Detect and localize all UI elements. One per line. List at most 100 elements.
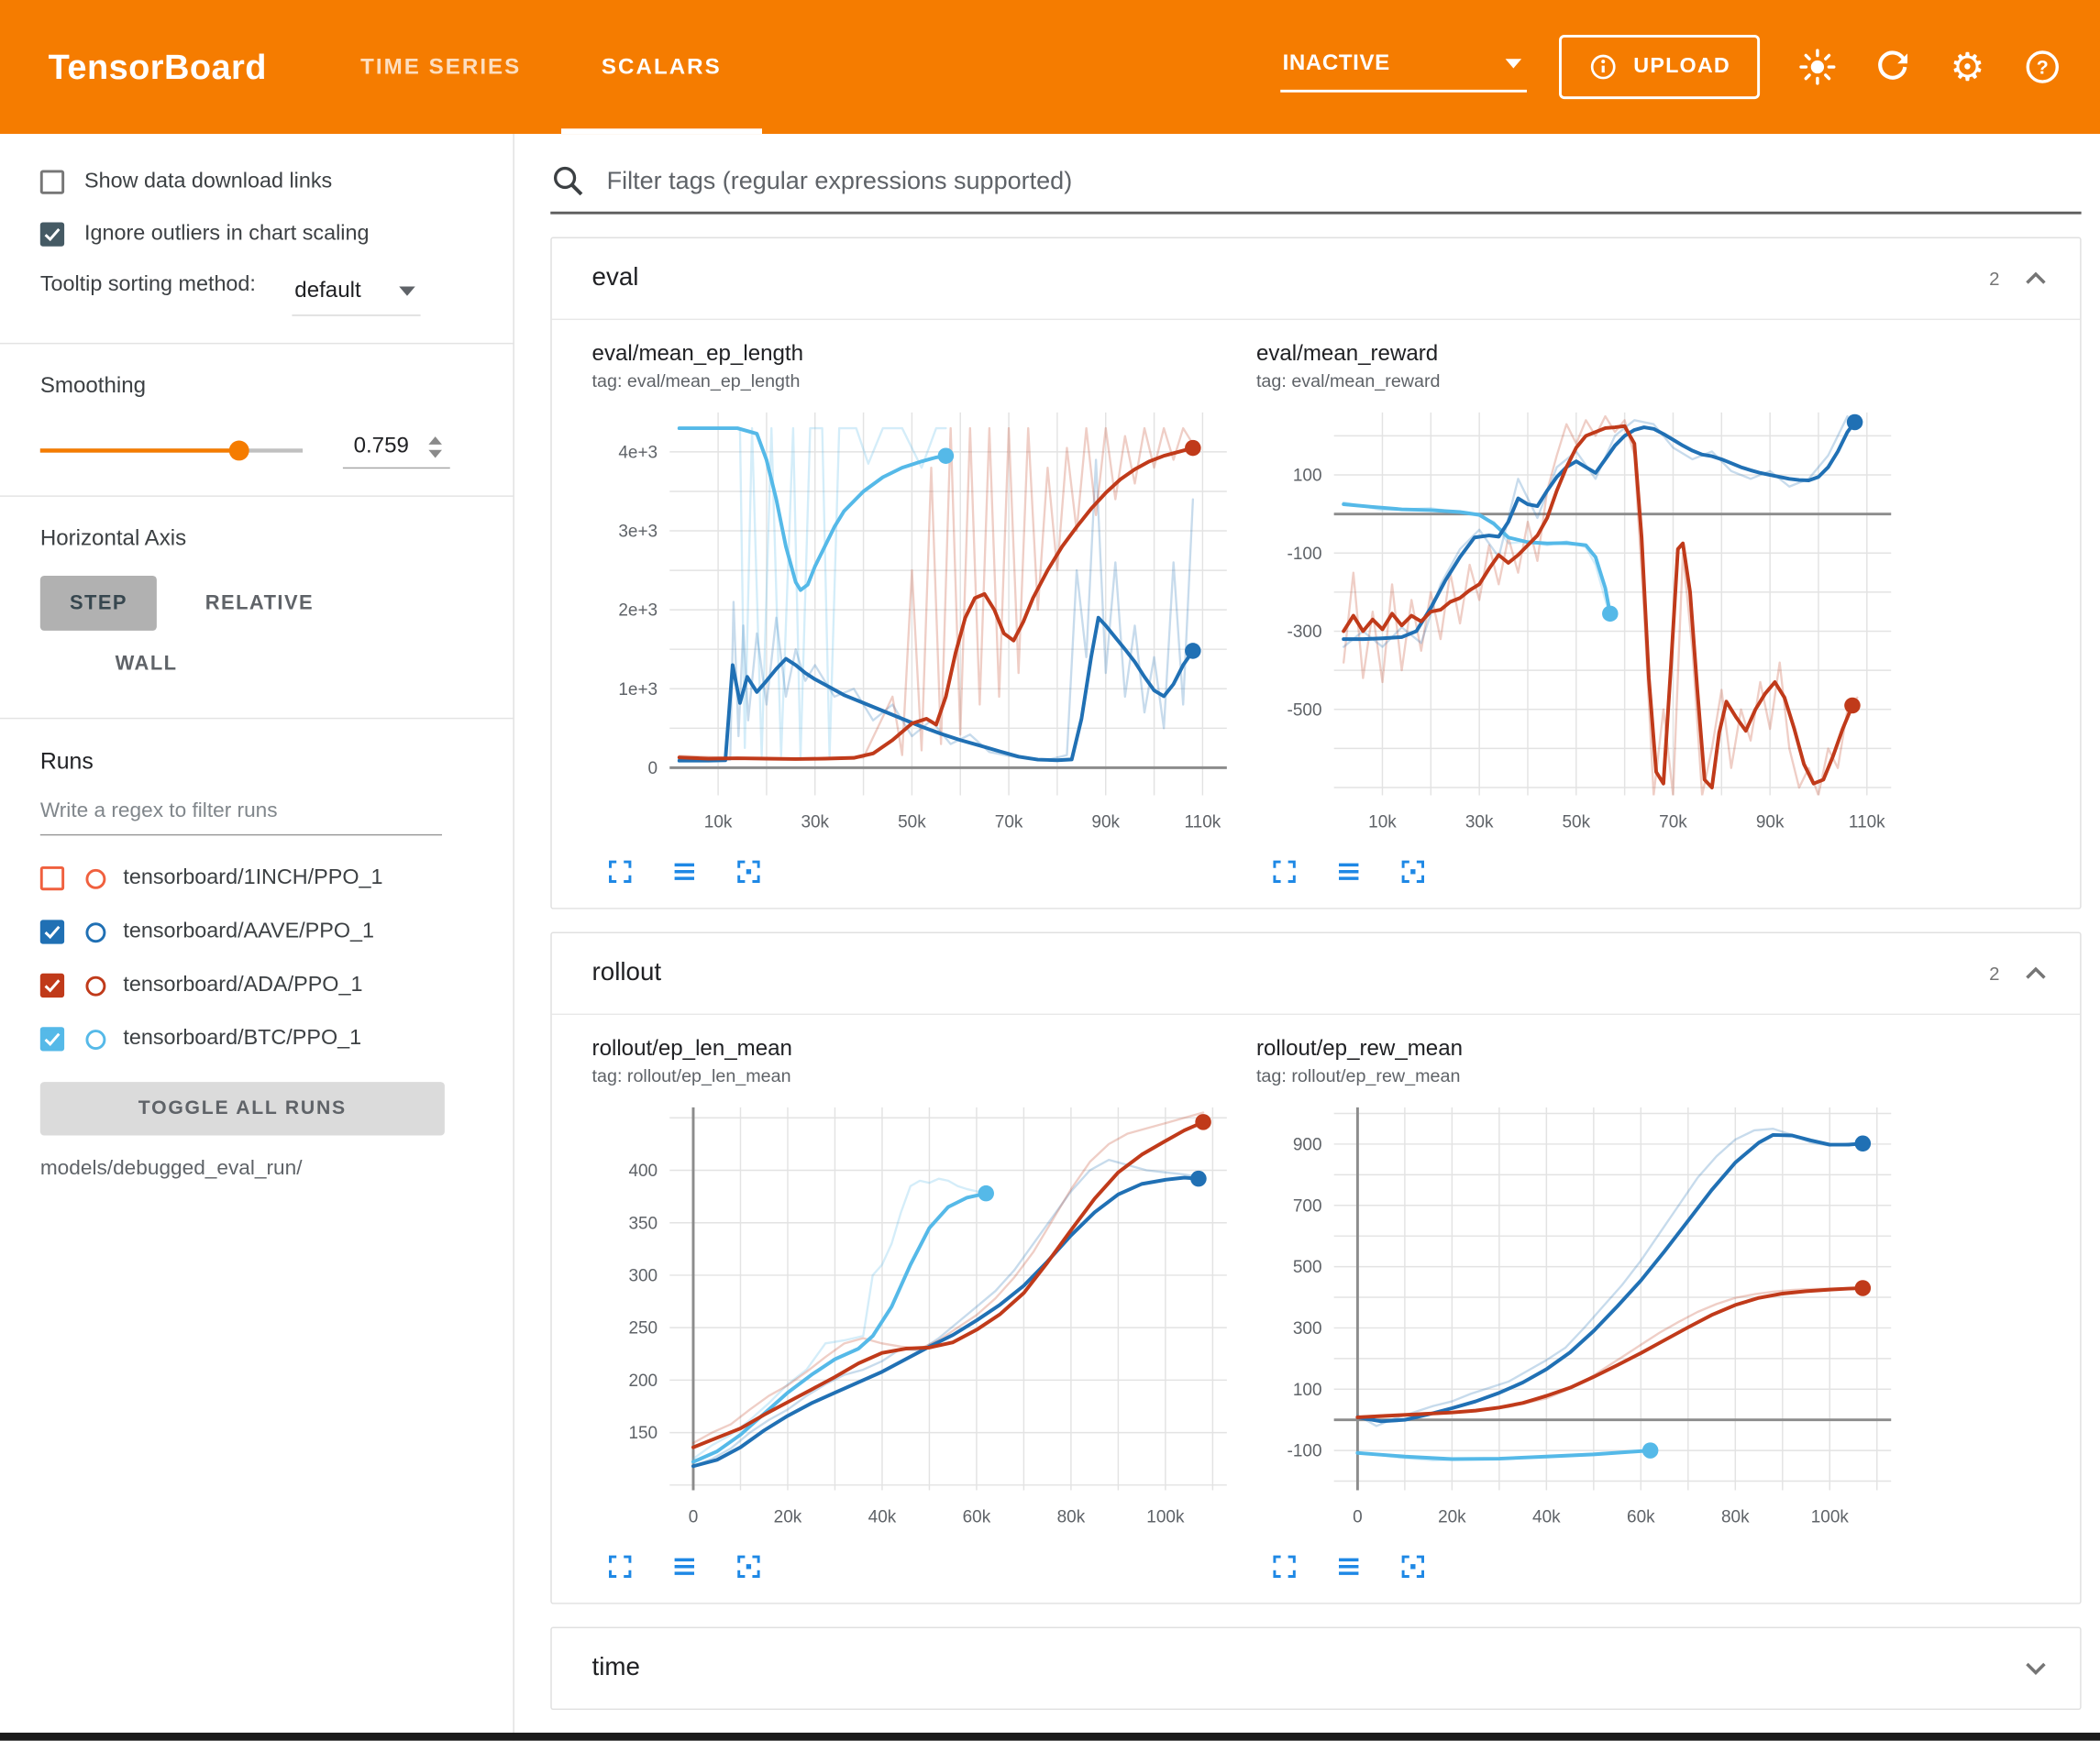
settings-sidebar: Show data download links Ignore outliers… [0, 134, 514, 1741]
tooltip-sorting-dropdown[interactable]: default [292, 270, 420, 316]
axis-step-button[interactable]: STEP [39, 576, 158, 631]
stepper-up-icon[interactable] [428, 435, 442, 445]
axis-relative-button[interactable]: RELATIVE [204, 591, 315, 615]
chart-plot-area[interactable]: -100 100 300 500 700 900 0 20k 40k 60k 80k 100k [1256, 1094, 1899, 1549]
section-card-rollout: rollout 2 rollout/ep_len_mean tag: rollo… [550, 931, 2082, 1604]
svg-text:500: 500 [1293, 1258, 1322, 1277]
expand-chart-icon[interactable] [605, 1552, 635, 1581]
info-icon [1588, 52, 1618, 82]
run-checkbox[interactable] [39, 973, 65, 998]
run-label: tensorboard/AAVE/PPO_1 [123, 920, 375, 943]
filter-tags-bar [550, 163, 2082, 215]
svg-text:400: 400 [628, 1162, 658, 1181]
chart-plot-area[interactable]: 150 200 250 300 350 400 0 20k 40k 60k 80k 100k [592, 1094, 1235, 1549]
section-eval-body: eval/mean_ep_length tag: eval/mean_ep_le… [551, 318, 2081, 909]
run-row-1inch[interactable]: tensorboard/1INCH/PPO_1 [39, 852, 494, 905]
full-width-icon[interactable] [1334, 857, 1364, 887]
main-content: eval 2 eval/mean_ep_length tag: eval/mea… [515, 134, 2100, 1741]
svg-text:350: 350 [628, 1214, 658, 1233]
run-checkbox[interactable] [39, 920, 65, 944]
horizontal-axis-buttons-row2: WALL [40, 636, 494, 691]
expand-chart-icon[interactable] [1270, 1552, 1299, 1581]
run-label: tensorboard/1INCH/PPO_1 [123, 865, 383, 889]
svg-text:50k: 50k [1563, 813, 1591, 832]
fit-domain-icon[interactable] [734, 1552, 763, 1581]
section-time-header[interactable]: time [552, 1628, 2080, 1709]
chart-title: eval/mean_reward [1255, 341, 1439, 366]
svg-text:3e+3: 3e+3 [618, 523, 658, 542]
svg-text:10k: 10k [704, 813, 733, 832]
run-row-ada[interactable]: tensorboard/ADA/PPO_1 [39, 959, 494, 1012]
tab-time-series[interactable]: TIME SERIES [360, 54, 522, 79]
svg-text:80k: 80k [1721, 1508, 1750, 1527]
chart-card-rollout-ep-rew-mean: rollout/ep_rew_mean tag: rollout/ep_rew_… [1256, 1036, 1899, 1589]
section-card-eval: eval 2 eval/mean_ep_length tag: eval/mea… [550, 237, 2082, 909]
top-bar: TensorBoard TIME SERIES SCALARS INACTIVE… [0, 0, 2100, 135]
fit-domain-icon[interactable] [1398, 857, 1428, 887]
run-checkbox[interactable] [39, 865, 65, 891]
chevron-down-icon [1505, 58, 1521, 68]
slider-thumb[interactable] [228, 439, 249, 460]
svg-text:4e+3: 4e+3 [618, 443, 658, 462]
svg-text:110k: 110k [1185, 813, 1221, 832]
expand-chart-icon[interactable] [605, 857, 635, 887]
settings-icon[interactable]: ⚙ [1950, 43, 1985, 90]
show-download-links-checkbox[interactable] [39, 169, 65, 194]
chart-plot-area[interactable]: 100 -100 -300 -500 10k 30k 50k 70k 90k 110k [1256, 399, 1899, 854]
runs-label: Runs [39, 748, 94, 775]
brightness-icon[interactable] [1797, 47, 1838, 87]
run-checkbox[interactable] [39, 1027, 65, 1052]
upload-button[interactable]: UPLOAD [1558, 34, 1761, 100]
ignore-outliers-row[interactable]: Ignore outliers in chart scaling [39, 215, 494, 251]
svg-text:200: 200 [628, 1372, 658, 1391]
fit-domain-icon[interactable] [1398, 1552, 1428, 1581]
run-color-circle [85, 975, 106, 996]
collapse-chevron-up-icon[interactable] [2018, 261, 2053, 296]
help-icon[interactable]: ? [2022, 47, 2062, 87]
full-width-icon[interactable] [1334, 1552, 1364, 1581]
run-row-btc[interactable]: tensorboard/BTC/PPO_1 [39, 1012, 494, 1065]
section-title: time [591, 1653, 640, 1682]
collapse-chevron-down-icon[interactable] [2018, 1651, 2053, 1686]
show-download-links-label: Show data download links [84, 169, 333, 193]
refresh-icon[interactable] [1873, 47, 1913, 87]
full-width-icon[interactable] [669, 1552, 699, 1581]
toggle-all-runs-button[interactable]: TOGGLE ALL RUNS [39, 1082, 445, 1136]
run-label: tensorboard/ADA/PPO_1 [123, 973, 363, 997]
chart-title: rollout/ep_rew_mean [1255, 1036, 1464, 1061]
stepper-down-icon[interactable] [428, 448, 442, 457]
ignore-outliers-checkbox[interactable] [39, 221, 65, 247]
chart-toolbar [592, 857, 1235, 895]
svg-text:0: 0 [1353, 1508, 1363, 1527]
fit-domain-icon[interactable] [734, 857, 763, 887]
expand-chart-icon[interactable] [1270, 857, 1299, 887]
horizontal-axis-label: Horizontal Axis [39, 525, 187, 551]
section-eval-header[interactable]: eval 2 [552, 238, 2080, 319]
tab-scalars[interactable]: SCALARS [561, 0, 761, 134]
axis-wall-button[interactable]: WALL [115, 652, 178, 676]
smoothing-value: 0.759 [353, 434, 409, 458]
collapse-chevron-up-icon[interactable] [2018, 956, 2053, 991]
full-width-icon[interactable] [669, 857, 699, 887]
tooltip-sorting-label: Tooltip sorting method: [39, 272, 256, 296]
svg-text:60k: 60k [1627, 1508, 1655, 1527]
status-dropdown[interactable]: INACTIVE [1279, 42, 1527, 93]
runs-filter-input[interactable] [39, 794, 442, 836]
run-row-aave[interactable]: tensorboard/AAVE/PPO_1 [39, 905, 494, 958]
section-rollout-header[interactable]: rollout 2 [552, 933, 2080, 1014]
svg-text:-100: -100 [1288, 545, 1322, 564]
slider-fill [39, 447, 240, 452]
svg-text:70k: 70k [1659, 813, 1687, 832]
chart-toolbar [1256, 857, 1899, 895]
smoothing-value-input[interactable]: 0.759 [342, 431, 450, 469]
tooltip-sorting-value: default [294, 278, 361, 303]
chart-plot-area[interactable]: 0 1e+3 2e+3 3e+3 4e+3 10k 30k 50k 70k 90k 110k [592, 399, 1235, 854]
chart-title: eval/mean_ep_length [591, 341, 804, 366]
show-download-links-row[interactable]: Show data download links [39, 163, 494, 199]
smoothing-stepper[interactable] [428, 435, 442, 457]
tab-bar: TIME SERIES SCALARS [320, 0, 761, 134]
svg-text:2e+3: 2e+3 [618, 601, 658, 621]
filter-tags-input[interactable] [603, 164, 2082, 197]
smoothing-slider[interactable] [39, 439, 304, 460]
chart-card-eval-mean-ep-length: eval/mean_ep_length tag: eval/mean_ep_le… [592, 341, 1235, 894]
